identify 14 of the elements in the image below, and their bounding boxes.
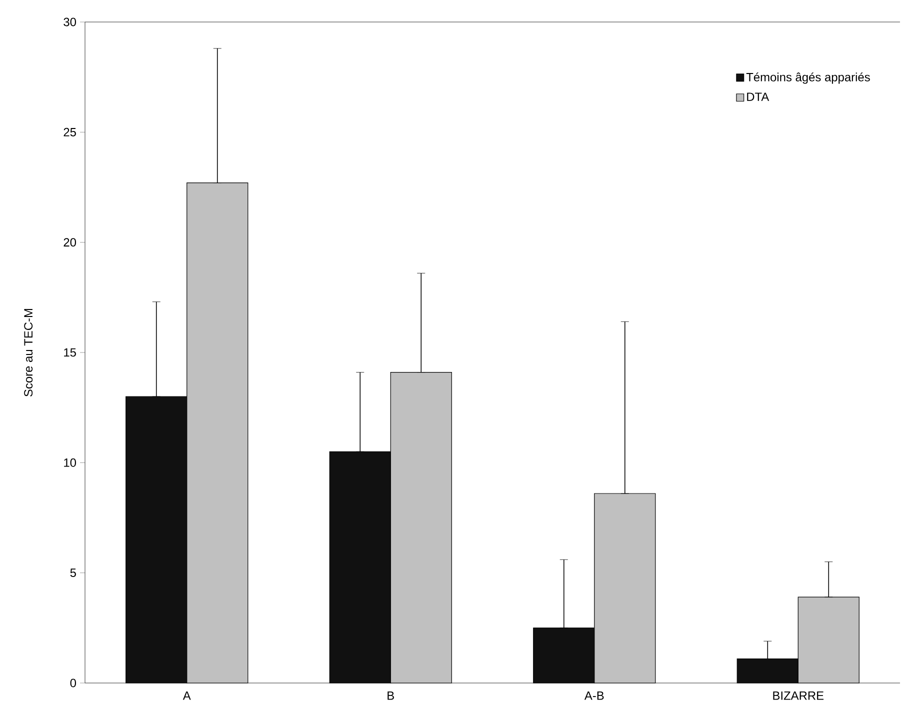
y-tick-label: 5 xyxy=(70,568,76,577)
y-tick-label: 10 xyxy=(64,458,76,467)
x-tick-label: A xyxy=(182,692,191,700)
y-tick-label: 30 xyxy=(64,18,76,26)
x-tick-label: B xyxy=(388,692,394,700)
legend-label: DTA xyxy=(747,92,770,101)
y-tick-label: 0 xyxy=(70,678,76,688)
x-tick-label: A-B xyxy=(584,692,604,700)
x-tick-label: BIZARRE xyxy=(773,692,824,700)
y-tick-label: 15 xyxy=(64,348,76,357)
y-tick-label: 25 xyxy=(64,128,76,136)
legend-label: Témoins âgés appariés xyxy=(746,72,870,84)
y-tick-label: 20 xyxy=(64,238,76,247)
y-axis-title: Score au TEC-M xyxy=(24,308,33,396)
